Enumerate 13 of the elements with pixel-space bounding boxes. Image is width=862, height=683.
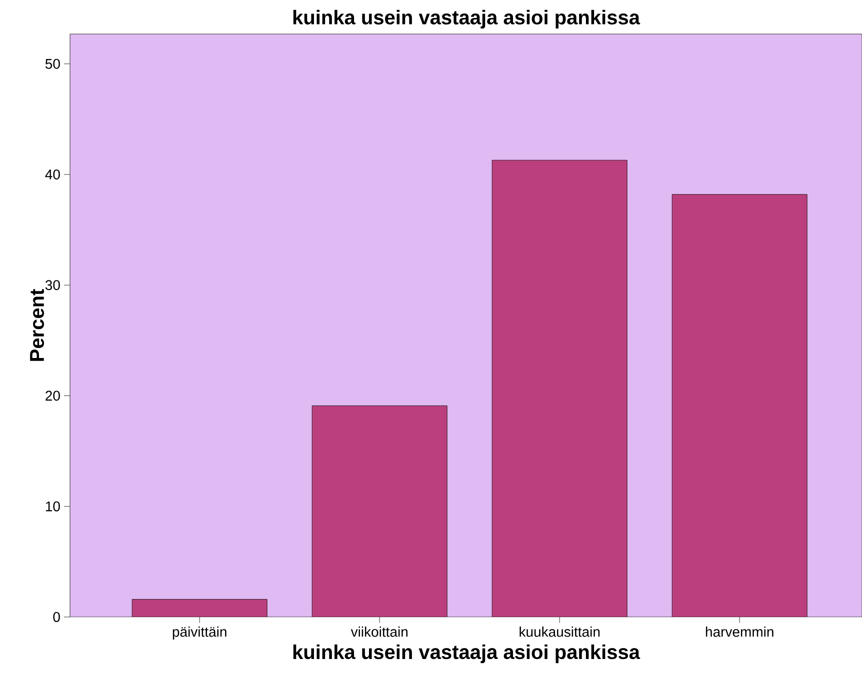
y-tick-label: 50 [45, 58, 60, 69]
y-tick-label: 30 [45, 280, 60, 290]
y-axis-title: Percent [30, 289, 44, 361]
y-tick-label: 10 [46, 501, 60, 512]
x-tick-label: kuukausittain [520, 626, 600, 637]
x-tick-label: päivittäin [172, 626, 226, 640]
x-axis-title: kuinka usein vastaaja asioi pankissa [293, 644, 640, 664]
chart-title: kuinka usein vastaaja asioi pankissa [293, 10, 640, 28]
y-tick-label: 20 [46, 390, 60, 401]
x-tick-label: harvemmin [706, 626, 774, 637]
x-tick-label: viikoittain [350, 626, 408, 637]
y-tick-label: 40 [45, 170, 60, 180]
y-tick-label: 0 [53, 612, 60, 622]
